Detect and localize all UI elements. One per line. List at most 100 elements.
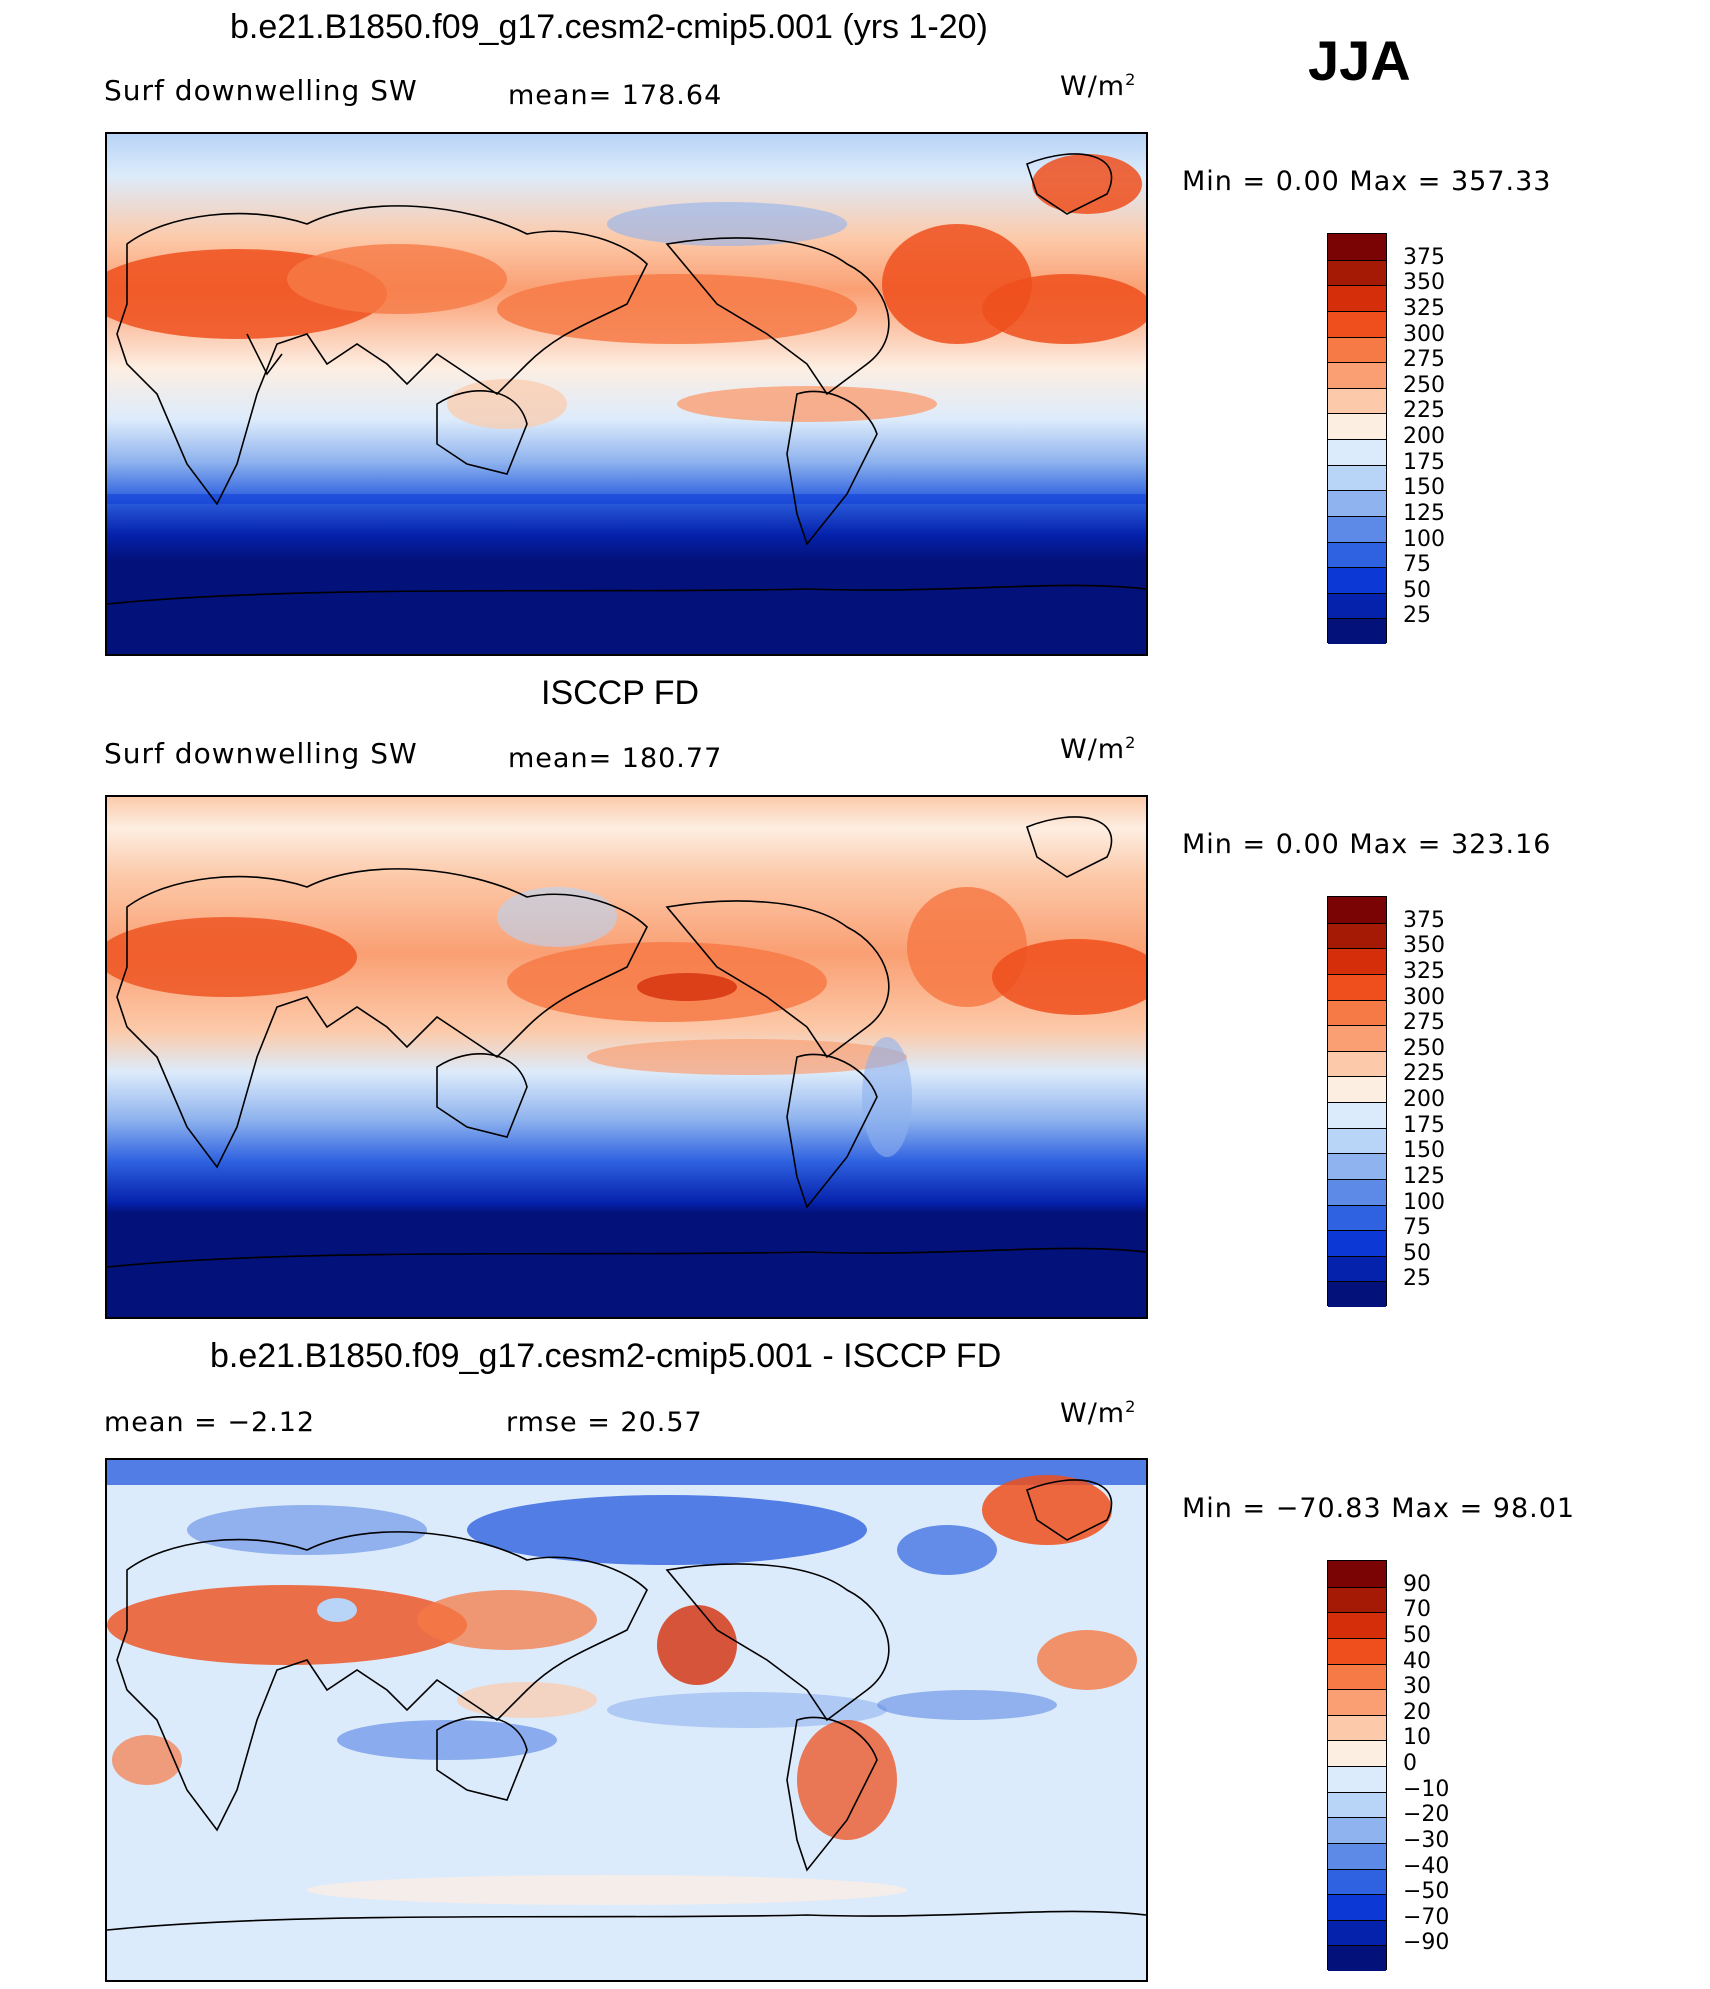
colorbar-swatch <box>1328 1281 1386 1307</box>
colorbar-tick-label: 250 <box>1403 372 1445 398</box>
colorbar-tick-label: 50 <box>1403 577 1431 603</box>
colorbar-tick-label: 25 <box>1403 603 1431 629</box>
panel-3-colorbar: 90 70 50 40 30 20 10 0 −10 −20 −30 −40 −50 −70 −90 <box>1327 1560 1627 1974</box>
panel-3-rmse-label: rmse = 20.57 <box>506 1407 703 1438</box>
panel-3-map <box>105 1458 1148 1982</box>
colorbar-box <box>1327 1560 1387 1971</box>
colorbar-swatch <box>1328 1127 1386 1154</box>
panel-2-map-field <box>107 797 1146 1317</box>
colorbar-tick-label: 250 <box>1403 1035 1445 1061</box>
colorbar-tick-label: 25 <box>1403 1266 1431 1292</box>
colorbar-tick-label: 150 <box>1403 1138 1445 1164</box>
colorbar-swatch <box>1328 1230 1386 1256</box>
colorbar-swatch <box>1328 1612 1386 1638</box>
colorbar-tick-label: 20 <box>1403 1699 1431 1725</box>
panel-3-mean-label: mean = −2.12 <box>104 1407 316 1438</box>
colorbar-swatch <box>1328 464 1386 491</box>
colorbar-tick-label: −40 <box>1403 1853 1450 1879</box>
colorbar-tick-label: −20 <box>1403 1802 1450 1828</box>
colorbar-swatch <box>1328 362 1386 388</box>
colorbar-swatch <box>1328 948 1386 974</box>
panel-1-colorbar: 375 350 325 300 275 250 225 200 175 150 125 100 75 50… <box>1327 233 1627 647</box>
colorbar-swatch <box>1328 999 1386 1026</box>
colorbar-tick-label: 275 <box>1403 1010 1445 1036</box>
colorbar-swatch <box>1328 1868 1386 1895</box>
panel-3-units: W/m2 <box>1060 1397 1137 1429</box>
colorbar-swatch <box>1328 259 1386 286</box>
colorbar-tick-label: 325 <box>1403 958 1445 984</box>
panel-2-minmax: Min = 0.00 Max = 323.16 <box>1182 829 1552 860</box>
colorbar-swatch <box>1328 973 1386 1000</box>
colorbar-tick-label: 125 <box>1403 1163 1445 1189</box>
colorbar-swatch <box>1328 922 1386 949</box>
colorbar-swatch <box>1328 1586 1386 1613</box>
colorbar-swatch <box>1328 1766 1386 1792</box>
colorbar-swatch <box>1328 336 1386 363</box>
colorbar-tick-label: −10 <box>1403 1776 1450 1802</box>
colorbar-tick-label: 200 <box>1403 424 1445 449</box>
colorbar-tick-label: 375 <box>1403 907 1445 933</box>
colorbar-tick-label: 300 <box>1403 984 1445 1010</box>
colorbar-swatch <box>1328 234 1386 260</box>
panel-3-coastlines <box>107 1479 1146 1931</box>
colorbar-swatch <box>1328 1714 1386 1741</box>
panel-1-map <box>105 132 1148 656</box>
colorbar-tick-label: 70 <box>1403 1597 1431 1623</box>
colorbar-box <box>1327 896 1387 1307</box>
colorbar-tick-label: 75 <box>1403 552 1431 578</box>
colorbar-swatch <box>1328 567 1386 593</box>
colorbar-tick-label: 375 <box>1403 244 1445 270</box>
colorbar-swatch <box>1328 1255 1386 1282</box>
panel-2-variable-label: Surf downwelling SW <box>104 737 418 770</box>
colorbar-tick-label: −30 <box>1403 1827 1450 1853</box>
colorbar-swatch <box>1328 285 1386 311</box>
panel-3-title: b.e21.B1850.f09_g17.cesm2-cmip5.001 - IS… <box>210 1337 1002 1375</box>
colorbar-swatch <box>1328 1102 1386 1128</box>
colorbar-tick-label: 275 <box>1403 347 1445 373</box>
colorbar-swatch <box>1328 310 1386 337</box>
colorbar-swatch <box>1328 1817 1386 1843</box>
colorbar-swatch <box>1328 541 1386 568</box>
colorbar-tick-label: 10 <box>1403 1725 1431 1751</box>
colorbar-swatch <box>1328 387 1386 414</box>
panel-3-map-field <box>107 1460 1146 1980</box>
colorbar-swatch <box>1328 592 1386 619</box>
colorbar-swatch <box>1328 1791 1386 1818</box>
colorbar-swatch <box>1328 1945 1386 1971</box>
panel-3-minmax: Min = −70.83 Max = 98.01 <box>1182 1493 1576 1524</box>
colorbar-tick-label: 125 <box>1403 500 1445 526</box>
panel-1-minmax: Min = 0.00 Max = 357.33 <box>1182 166 1552 197</box>
colorbar-swatch <box>1328 1740 1386 1766</box>
colorbar-tick-label: 175 <box>1403 449 1445 475</box>
colorbar-tick-label: 50 <box>1403 1622 1431 1648</box>
colorbar-tick-label: 225 <box>1403 1061 1445 1087</box>
colorbar-swatch <box>1328 1689 1386 1715</box>
panel-2-coastlines <box>107 816 1146 1268</box>
panel-1-mean-label: mean= 178.64 <box>508 80 723 111</box>
colorbar-tick-label: 100 <box>1403 526 1445 552</box>
greenland-high <box>1032 154 1142 214</box>
colorbar-tick-label: 40 <box>1403 1648 1431 1674</box>
panel-1-coastlines <box>107 153 1146 605</box>
colorbar-tick-label: 200 <box>1403 1087 1445 1112</box>
colorbar-swatch <box>1328 1153 1386 1179</box>
colorbar-tick-label: −70 <box>1403 1904 1450 1930</box>
colorbar-tick-label: 225 <box>1403 398 1445 424</box>
colorbar-tick-label: 300 <box>1403 321 1445 347</box>
colorbar-tick-label: 75 <box>1403 1215 1431 1241</box>
panel-1-units: W/m2 <box>1060 70 1137 102</box>
colorbar-tick-label: 100 <box>1403 1189 1445 1215</box>
colorbar-swatch <box>1328 490 1386 516</box>
panel-2-colorbar: 375 350 325 300 275 250 225 200 175 150 125 100 75 50… <box>1327 896 1627 1310</box>
panel-1-variable-label: Surf downwelling SW <box>104 74 418 107</box>
colorbar-swatch <box>1328 1025 1386 1051</box>
colorbar-swatch <box>1328 897 1386 923</box>
colorbar-swatch <box>1328 1842 1386 1869</box>
colorbar-tick-label: 50 <box>1403 1240 1431 1266</box>
colorbar-swatch <box>1328 439 1386 465</box>
colorbar-tick-label: 350 <box>1403 933 1445 959</box>
colorbar-swatch <box>1328 1919 1386 1946</box>
colorbar-tick-label: −90 <box>1403 1930 1450 1956</box>
colorbar-swatch <box>1328 1204 1386 1231</box>
colorbar-tick-label: 350 <box>1403 270 1445 296</box>
